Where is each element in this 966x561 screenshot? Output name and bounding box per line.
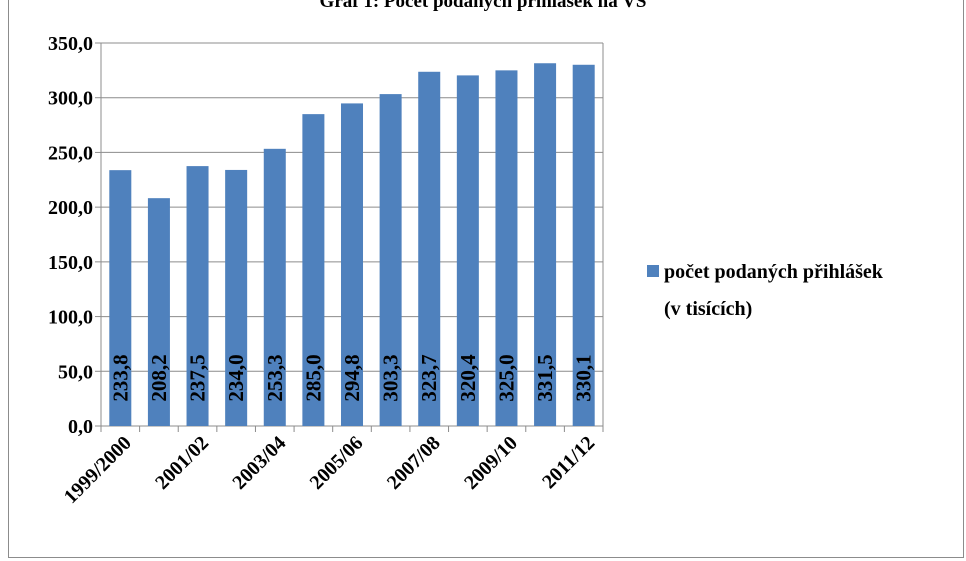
x-tick-label: 2005/06	[306, 432, 368, 494]
bar	[225, 169, 248, 427]
y-tick-label: 0,0	[68, 416, 93, 438]
data-label: 330,1	[572, 354, 596, 401]
bar	[418, 71, 441, 426]
bar	[379, 94, 402, 426]
y-tick-label: 250,0	[48, 142, 93, 164]
y-tick-label: 200,0	[48, 197, 93, 219]
data-label: 237,5	[186, 354, 210, 401]
x-tick-label: 2001/02	[151, 432, 213, 494]
chart-frame	[8, 0, 964, 558]
legend-label-line-1: počet podaných přihlášek	[664, 261, 884, 283]
data-label: 294,8	[340, 354, 364, 401]
legend: počet podaných přihlášek (v tisících)	[647, 261, 884, 320]
bar	[263, 148, 286, 426]
x-tick-label: 2003/04	[228, 432, 290, 494]
bar	[495, 70, 518, 426]
bars	[109, 63, 595, 427]
data-label: 325,0	[494, 354, 518, 401]
bar	[186, 166, 209, 426]
bar	[572, 64, 595, 427]
chart-title: Graf 1: Počet podaných přihlášek na VŠ	[320, 0, 647, 12]
x-tick-label: 2007/08	[383, 432, 445, 494]
bar	[456, 75, 479, 426]
x-tick-label: 1999/2000	[60, 432, 136, 508]
y-tick-label: 300,0	[48, 88, 93, 110]
bar	[534, 63, 557, 426]
y-tick-label: 50,0	[58, 361, 93, 383]
data-label: 253,3	[263, 354, 287, 401]
data-labels: 233,8 208,2 237,5 234,0 253,3 285,0 294,8 303,3…	[108, 354, 595, 402]
y-tick-label: 150,0	[48, 252, 93, 274]
data-label: 320,4	[456, 354, 480, 402]
x-tick-label: 2011/12	[538, 432, 599, 493]
y-axis-ticks: 0,0 50,0 100,0 150,0 200,0 250,0 300,0 350,0	[48, 33, 93, 438]
data-label: 285,0	[301, 354, 325, 401]
bar	[302, 114, 325, 426]
data-label: 323,7	[417, 354, 441, 401]
x-axis-ticks: 1999/2000 2001/02 2003/04 2005/06 2007/08 200…	[60, 432, 599, 508]
y-tick-label: 350,0	[48, 33, 93, 55]
data-label: 234,0	[224, 354, 248, 401]
y-tick-label: 100,0	[48, 307, 93, 329]
bar	[147, 198, 170, 426]
legend-swatch	[647, 265, 659, 277]
data-label: 303,3	[379, 354, 403, 401]
bar	[340, 103, 364, 426]
bar	[109, 170, 132, 426]
data-label: 233,8	[108, 354, 132, 401]
x-tick-label: 2009/10	[460, 432, 522, 494]
data-label: 208,2	[147, 354, 171, 401]
legend-label-line-2: (v tisících)	[664, 298, 752, 320]
data-label: 331,5	[533, 354, 557, 401]
